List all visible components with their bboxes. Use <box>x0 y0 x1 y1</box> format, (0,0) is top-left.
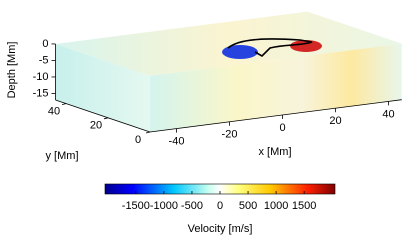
colorbar-tick-label: 500 <box>239 200 257 212</box>
y-axis-label: y [Mm] <box>46 150 79 162</box>
colorbar-tick-label: 1500 <box>292 200 316 212</box>
y-tick <box>61 103 67 105</box>
y-tick <box>145 131 151 134</box>
contour <box>227 38 313 57</box>
volume <box>55 11 402 133</box>
x-axis-line <box>149 99 402 133</box>
y-tick-label: 40 <box>48 106 60 118</box>
colorbar-tick-label: 1000 <box>264 200 288 212</box>
z-tick-label: 0 <box>42 38 48 50</box>
flow-feature <box>222 38 322 59</box>
x-tick-label: -40 <box>169 136 185 148</box>
colorbar-tick-label: -500 <box>181 200 203 212</box>
left-face <box>55 43 150 133</box>
front-face <box>150 43 402 132</box>
colorbar-label: Velocity [m/s] <box>188 223 253 235</box>
y-tick <box>103 117 109 120</box>
x-tick-label: 40 <box>382 108 394 120</box>
chart: Velocity [m/s] x [Mm] y [Mm] Depth [Mm] … <box>6 11 402 235</box>
z-tick-label: -15 <box>33 87 49 99</box>
y-tick-label: 0 <box>135 134 141 146</box>
x-axis-label: x [Mm] <box>259 146 292 158</box>
y-axis-line <box>55 99 151 133</box>
x-tick-label: -20 <box>222 129 238 141</box>
blue-region <box>222 45 258 59</box>
z-axis-label: Depth [Mm] <box>6 42 18 99</box>
colorbar-tick-label: -1500 <box>122 200 150 212</box>
top-face <box>55 11 402 76</box>
z-tick-label: -10 <box>33 71 49 83</box>
red-region <box>290 40 322 52</box>
colorbar-tick-label: 0 <box>217 200 223 212</box>
z-tick-label: -5 <box>39 54 49 66</box>
x-tick-label: 0 <box>279 122 285 134</box>
colorbar-tick-label: -1000 <box>150 200 178 212</box>
x-tick-label: 20 <box>329 115 341 127</box>
y-tick-label: 20 <box>90 120 102 132</box>
